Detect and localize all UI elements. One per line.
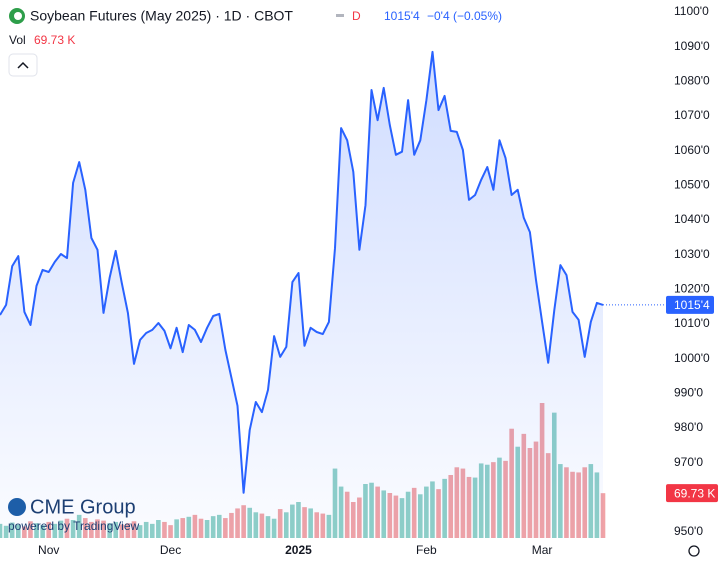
x-tick-label: 2025 [285,543,312,557]
y-tick-label: 980'0 [674,420,703,434]
volume-badge-label: 69.73 K [674,486,715,500]
symbol-logo-inner [14,12,22,20]
last-price-badge-label: 1015'4 [674,298,710,312]
y-tick-label: 1050'0 [674,178,710,192]
collapse-icon [17,61,29,69]
y-tick-label: 1070'0 [674,108,710,122]
y-tick-label: 1010'0 [674,316,710,330]
y-tick-label: 1090'0 [674,39,710,53]
settings-icon[interactable] [688,545,700,557]
y-tick-label: 1060'0 [674,143,710,157]
chart-title: Soybean Futures (May 2025) · 1D · CBOT [30,8,293,24]
last-price: 1015'4 [384,9,420,23]
last-price-badge [666,295,714,314]
plot [0,50,664,539]
interval-badge: D [352,9,361,23]
volume-title: Vol [9,33,26,47]
price-change: −0'4 (−0.05%) [427,9,502,23]
y-tick-label: 970'0 [674,455,703,469]
price-area [0,51,603,539]
collapse-button[interactable] [8,53,38,77]
y-tick-label: 1100'0 [674,4,709,18]
y-tick-label: 1030'0 [674,247,710,261]
status-dash [336,14,344,17]
x-tick-label: Dec [160,543,181,557]
volume-value: 69.73 K [34,33,75,47]
x-tick-label: Nov [38,543,59,557]
y-tick-label: 990'0 [674,386,703,400]
brand-name: CME Group [30,496,136,518]
y-tick-label: 1020'0 [674,282,710,296]
price-line [0,50,604,494]
y-tick-label: 1000'0 [674,351,710,365]
brand-logo [8,498,26,516]
powered-by: powered by TradingView [8,519,140,533]
y-tick-label: 1040'0 [674,212,710,226]
volume-badge [666,484,718,503]
y-tick-label: 950'0 [674,524,703,538]
x-tick-label: Feb [416,543,437,557]
y-tick-label: 1080'0 [674,74,710,88]
x-tick-label: Mar [532,543,553,557]
